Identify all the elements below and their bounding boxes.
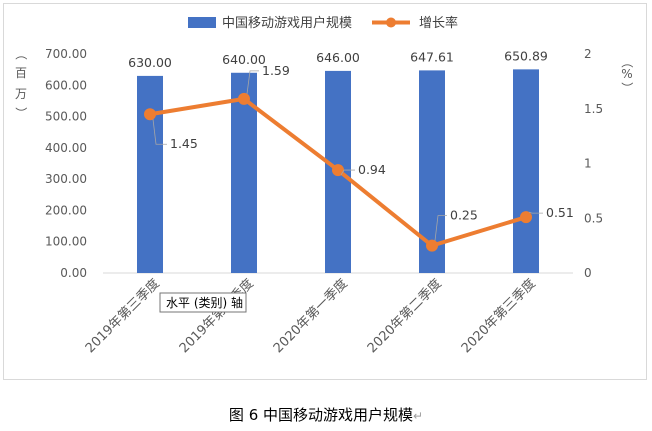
left-tick-label: 300.00	[45, 172, 87, 186]
growth-value-label: 1.45	[170, 136, 198, 151]
chart-area: 中国移动游戏用户规模 增长率 （百万） （%） 0.00100.00200.00…	[14, 15, 634, 357]
bar	[137, 75, 163, 274]
legend-line-marker	[386, 17, 396, 28]
left-unit-char: 百	[15, 66, 27, 80]
left-unit-char: 万	[15, 87, 27, 101]
left-tick-label: 200.00	[45, 203, 87, 217]
growth-point	[426, 239, 438, 252]
growth-data-labels: 1.45 1.59 0.94 0.25 0.51	[152, 63, 574, 241]
category-label: 2020年第三季度	[458, 276, 539, 357]
legend-bar-label: 中国移动游戏用户规模	[222, 15, 352, 31]
growth-point	[332, 164, 344, 177]
leader-line	[152, 119, 167, 145]
leader-line	[340, 169, 355, 176]
growth-value-label: 1.59	[262, 63, 290, 78]
growth-value-label: 0.25	[450, 208, 478, 223]
bar	[513, 69, 539, 273]
growth-point	[144, 108, 156, 121]
figure-caption: 图 6 中国移动游戏用户规模↵	[0, 404, 652, 425]
bar-data-labels: 630.00 640.00 646.00 647.61 650.89	[128, 48, 548, 70]
growth-point	[238, 92, 250, 105]
left-tick-label: 100.00	[45, 235, 87, 249]
left-tick-label: 600.00	[45, 78, 87, 92]
tooltip-text: 水平 (类别) 轴	[166, 295, 243, 310]
right-axis-unit: （%）	[620, 56, 634, 94]
growth-point	[520, 211, 532, 224]
right-axis-ticks: 0 0.5 1 1.5 2	[584, 47, 603, 280]
category-label: 2020年第二季度	[364, 276, 445, 357]
right-unit-char: ）	[620, 82, 634, 94]
right-tick-label: 2	[584, 47, 592, 61]
left-tick-label: 500.00	[45, 110, 87, 124]
left-unit-char: （	[14, 48, 28, 60]
left-axis-ticks: 0.00 100.00 200.00 300.00 400.00 500.00 600.00…	[45, 47, 87, 280]
left-tick-label: 400.00	[45, 141, 87, 155]
axis-tooltip: 水平 (类别) 轴	[159, 292, 247, 313]
left-tick-label: 700.00	[45, 47, 87, 61]
bar-value-label: 647.61	[410, 49, 454, 64]
chart-frame	[3, 3, 647, 380]
growth-line-series	[144, 92, 532, 252]
bar-value-label: 650.89	[504, 48, 548, 63]
bar-value-label: 630.00	[128, 55, 172, 70]
return-mark: ↵	[413, 409, 424, 423]
category-label: 2019年第三季度	[82, 276, 163, 357]
right-tick-label: 1.5	[584, 102, 603, 116]
caption-text: 图 6 中国移动游戏用户规模	[228, 406, 414, 424]
leader-line	[434, 215, 447, 241]
right-unit-char: （	[620, 56, 634, 68]
leader-line	[528, 211, 543, 214]
tooltip-box	[159, 292, 247, 313]
left-tick-label: 0.00	[60, 266, 87, 280]
legend-bar-swatch	[188, 17, 216, 28]
category-label: 2019年第四季度	[176, 276, 257, 357]
category-labels: 2019年第三季度 2019年第四季度 2020年第一季度 2020年第二季度 2020…	[82, 276, 539, 357]
legend-line-label: 增长率	[419, 15, 458, 31]
left-unit-char: ）	[14, 107, 28, 119]
growth-value-label: 0.94	[358, 162, 386, 177]
right-tick-label: 0.5	[584, 211, 603, 225]
category-label: 2020年第一季度	[270, 276, 351, 357]
right-tick-label: 1	[584, 157, 592, 171]
growth-value-label: 0.51	[546, 205, 574, 220]
right-tick-label: 0	[584, 266, 592, 280]
left-axis-unit: （ 百万 ）	[14, 48, 28, 119]
leader-line	[246, 70, 259, 94]
right-unit-char: %	[621, 67, 632, 81]
legend: 中国移动游戏用户规模 增长率	[188, 15, 458, 31]
bar-value-label: 640.00	[222, 52, 266, 67]
bar-value-label: 646.00	[316, 50, 360, 65]
